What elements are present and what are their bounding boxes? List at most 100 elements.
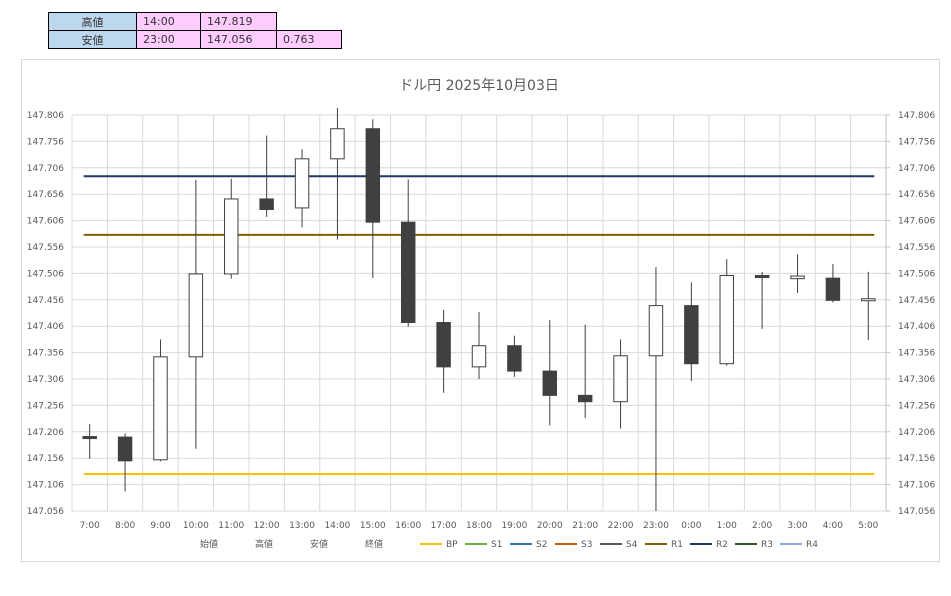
y-tick-label-right: 147.256 (898, 401, 935, 411)
price-range: 0.763 (276, 30, 342, 49)
low-time: 23:00 (136, 30, 201, 49)
x-tick-label: 19:00 (501, 521, 527, 531)
candle-body (542, 370, 558, 396)
y-tick-label-right: 147.556 (898, 243, 935, 253)
y-tick-label-right: 147.656 (898, 190, 935, 200)
candle-body (188, 273, 204, 358)
price-summary-table: 高値 14:00 147.819 安値 23:00 147.056 0.763 (48, 12, 342, 49)
candle-body (330, 128, 345, 160)
x-tick-label: 14:00 (324, 521, 350, 531)
high-price: 147.819 (200, 12, 277, 31)
candle-body (719, 275, 734, 365)
candle-body (365, 128, 381, 223)
chart-title: ドル円 2025年10月03日 (399, 78, 559, 94)
y-tick-label-left: 147.506 (27, 269, 64, 279)
legend-label: S4 (626, 540, 638, 550)
x-tick-label: 3:00 (787, 521, 807, 531)
x-tick-label: 20:00 (537, 521, 563, 531)
legend-label: 安値 (310, 538, 328, 550)
x-tick-label: 10:00 (183, 521, 209, 531)
chart-area: ドル円 2025年10月03日 147.806 147.806 147.756 147.… (21, 59, 940, 562)
y-tick-label-left: 147.356 (27, 349, 64, 359)
y-tick-label-right: 147.156 (898, 454, 935, 464)
x-tick-label: 13:00 (289, 521, 315, 531)
x-tick-label: 2:00 (752, 521, 772, 531)
y-tick-label-left: 147.406 (27, 322, 64, 332)
x-tick-label: 8:00 (115, 521, 135, 531)
x-tick-label: 17:00 (431, 521, 457, 531)
y-tick-label-left: 147.206 (27, 428, 64, 438)
y-tick-label-left: 147.106 (27, 481, 64, 491)
legend-label: S1 (491, 540, 502, 550)
x-tick-label: 18:00 (466, 521, 492, 531)
y-tick-label-left: 147.706 (27, 164, 64, 174)
low-label: 安値 (48, 30, 137, 49)
y-tick-label-right: 147.806 (898, 111, 935, 121)
high-label: 高値 (48, 12, 137, 31)
y-tick-label-left: 147.756 (27, 137, 64, 147)
x-tick-label: 22:00 (608, 521, 634, 531)
x-tick-label: 1:00 (717, 521, 737, 531)
y-tick-label-right: 147.406 (898, 322, 935, 332)
candle-body (861, 298, 876, 302)
candle-body (471, 345, 487, 368)
x-tick-label: 7:00 (80, 521, 100, 531)
candle-body (648, 305, 664, 357)
legend-label: 高値 (255, 538, 273, 550)
x-tick-label: 16:00 (395, 521, 421, 531)
x-tick-label: 0:00 (681, 521, 701, 531)
high-time: 14:00 (136, 12, 201, 31)
candle-body (825, 277, 841, 301)
candle-body (754, 275, 770, 279)
legend-label: 始値 (200, 538, 218, 550)
candle-body (684, 305, 699, 365)
candle-body (153, 356, 168, 461)
legend-label: S3 (581, 540, 592, 550)
y-tick-label-left: 147.056 (27, 507, 64, 517)
x-tick-label: 11:00 (218, 521, 244, 531)
candle-body (577, 394, 593, 403)
y-tick-label-left: 147.606 (27, 217, 64, 227)
y-tick-label-left: 147.656 (27, 190, 64, 200)
candle-body (82, 436, 97, 440)
y-tick-label-left: 147.806 (27, 111, 64, 121)
y-tick-label-left: 147.556 (27, 243, 64, 253)
y-tick-label-right: 147.706 (898, 164, 935, 174)
y-tick-label-right: 147.606 (898, 217, 935, 227)
x-tick-label: 9:00 (150, 521, 170, 531)
y-tick-label-right: 147.756 (898, 137, 935, 147)
legend-label: BP (446, 540, 458, 550)
candle-body (400, 221, 416, 324)
low-price: 147.056 (200, 30, 277, 49)
legend-label: R1 (671, 540, 683, 550)
high-empty-cell (277, 13, 342, 31)
legend-label: S2 (536, 540, 547, 550)
candlestick-chart: ドル円 2025年10月03日 147.806 147.806 147.756 147.… (27, 78, 936, 550)
y-tick-label-right: 147.206 (898, 428, 935, 438)
candle-body (613, 355, 628, 403)
y-tick-label-right: 147.056 (898, 507, 935, 517)
low-row: 安値 23:00 147.056 0.763 (48, 30, 342, 49)
candle-body (507, 345, 522, 372)
y-tick-label-right: 147.306 (898, 375, 935, 385)
y-tick-label-left: 147.156 (27, 454, 64, 464)
y-tick-label-left: 147.456 (27, 296, 64, 306)
x-tick-label: 21:00 (572, 521, 598, 531)
candle-body (117, 436, 133, 462)
y-tick-label-left: 147.256 (27, 401, 64, 411)
y-tick-label-right: 147.106 (898, 481, 935, 491)
x-tick-label: 12:00 (254, 521, 280, 531)
y-tick-label-right: 147.506 (898, 269, 935, 279)
x-tick-label: 15:00 (360, 521, 386, 531)
candle-body (790, 275, 805, 280)
high-row: 高値 14:00 147.819 (48, 12, 342, 31)
x-tick-label: 4:00 (823, 521, 843, 531)
candle-body (259, 198, 274, 211)
legend-label: 終値 (365, 538, 383, 550)
candle-body (436, 322, 451, 368)
candle-body (294, 158, 310, 209)
y-tick-label-right: 147.456 (898, 296, 935, 306)
legend-label: R3 (761, 540, 773, 550)
y-tick-label-right: 147.356 (898, 349, 935, 359)
x-tick-label: 23:00 (643, 521, 669, 531)
